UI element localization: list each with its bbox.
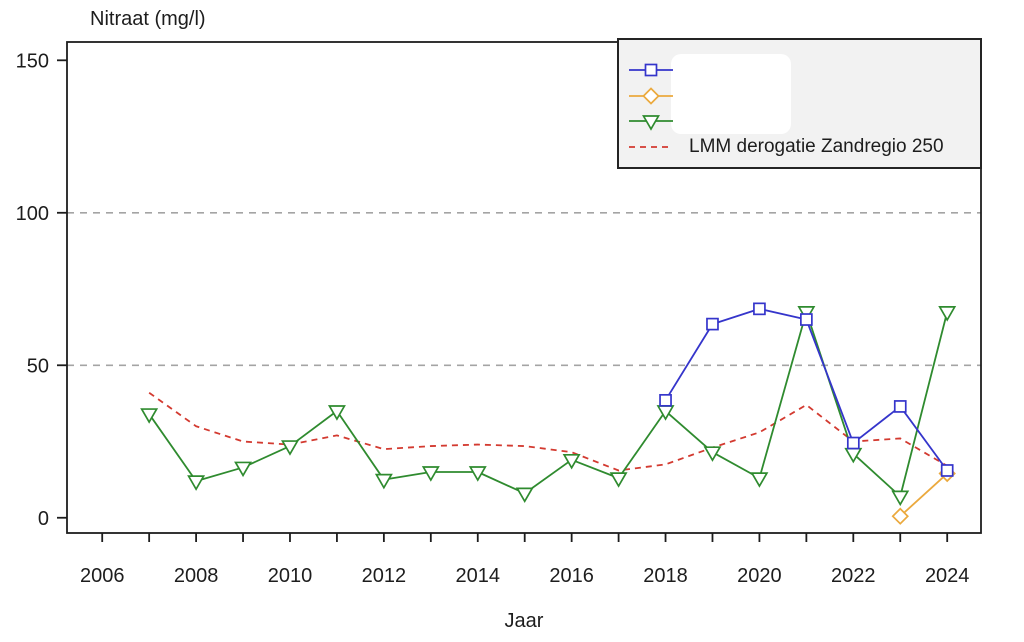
x-tick-label: 2024 (925, 565, 970, 587)
series-2-point-triangle-down-marker (187, 475, 206, 491)
series-0-point-square-marker (893, 400, 907, 413)
x-axis-title: Jaar (504, 610, 544, 632)
x-tick-label: 2022 (831, 565, 876, 587)
legend-dashed-line-icon (629, 145, 673, 148)
x-tick-label: 2008 (174, 565, 219, 587)
series-2-point-triangle-down-marker (374, 473, 393, 490)
series-2-point-triangle-down-marker (468, 466, 487, 482)
series-0-point-square-marker (800, 313, 813, 326)
series-0-point-square-marker (940, 464, 954, 477)
y-tick-label: 150 (16, 50, 49, 72)
legend-redaction-patch (671, 54, 791, 134)
chart-title: Nitraat (mg/l) (90, 8, 206, 30)
legend-item-label: LMM derogatie Zandregio 250 (689, 135, 944, 157)
legend-item (619, 57, 689, 83)
x-tick-label: 2014 (456, 565, 501, 587)
series-2-point-triangle-down-marker (140, 408, 159, 424)
series-2-point-triangle-down-marker (281, 440, 299, 456)
legend-diamond-icon (629, 86, 673, 105)
series-0-point-square-marker (753, 302, 766, 316)
series-2-point-triangle-down-marker (750, 472, 769, 488)
x-tick-label: 2016 (549, 565, 594, 587)
series-2-point-triangle-down-marker (938, 306, 957, 322)
x-tick-label: 2020 (737, 565, 782, 587)
series-2-point-triangle-down-marker (421, 466, 440, 482)
legend-square-icon (629, 63, 673, 77)
series-0-point-square-marker (706, 317, 719, 331)
x-tick-label: 2010 (268, 565, 313, 587)
series-2-point-triangle-down-marker (891, 490, 910, 507)
y-tick-label: 50 (27, 355, 49, 377)
x-tick-label: 2006 (80, 565, 125, 587)
series-line-1 (899, 472, 948, 517)
series-0-point-square-marker (846, 436, 860, 450)
legend-item: LMM derogatie Zandregio 250 (619, 134, 944, 160)
series-2-point-triangle-down-marker (844, 447, 863, 464)
series-0-point-square-marker (659, 393, 672, 407)
series-line-3 (148, 391, 948, 472)
legend-triangle-down-icon (629, 115, 673, 131)
series-line-0 (664, 307, 948, 472)
y-tick-label: 100 (16, 203, 49, 225)
series-2-point-triangle-down-marker (234, 461, 253, 478)
legend: LMM derogatie Zandregio 250 (617, 38, 982, 169)
series-line-2 (148, 310, 949, 498)
series-2-point-triangle-down-marker (562, 453, 581, 470)
y-tick-label: 0 (38, 508, 49, 530)
x-tick-label: 2012 (362, 565, 407, 587)
x-tick-label: 2018 (643, 565, 688, 587)
legend-item (619, 83, 689, 109)
series-2-point-triangle-down-marker (609, 472, 628, 488)
legend-item (619, 108, 689, 134)
series-2-point-triangle-down-marker (703, 446, 722, 462)
series-2-point-triangle-down-marker (327, 405, 346, 421)
series-2-point-triangle-down-marker (515, 487, 534, 504)
series-1-point-diamond-marker (891, 507, 909, 525)
